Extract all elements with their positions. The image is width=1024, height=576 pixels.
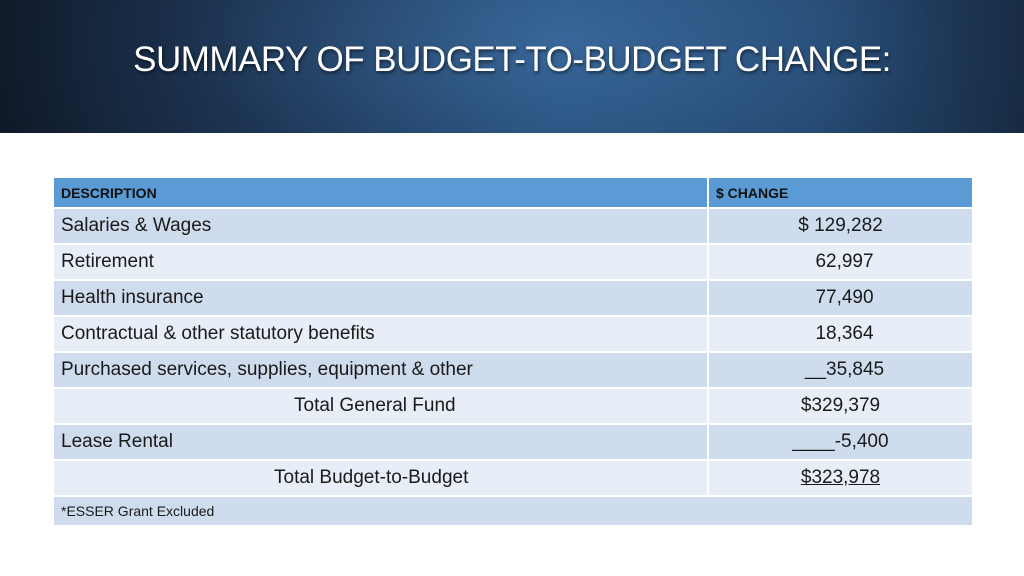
footnote: *ESSER Grant Excluded <box>54 496 972 527</box>
row-change: 62,997 <box>708 244 972 281</box>
table-header-row: DESCRIPTION $ CHANGE <box>54 178 972 209</box>
change-value: 77,490 <box>815 287 874 308</box>
change-value: $323,978 <box>800 467 881 488</box>
row-description: Retirement <box>54 244 709 281</box>
change-value: $ 129,282 <box>798 215 883 236</box>
row-description: Lease Rental <box>54 424 709 461</box>
table-row: Health insurance 77,490 <box>54 280 972 317</box>
header-change: $ CHANGE <box>708 178 972 209</box>
row-change: $329,379 <box>708 388 972 425</box>
table-footnote-row: *ESSER Grant Excluded <box>54 496 972 527</box>
change-value: ____-5,400 <box>792 431 889 452</box>
row-description: Total Budget-to-Budget <box>54 460 709 497</box>
row-description: Total General Fund <box>54 388 709 425</box>
header-description: DESCRIPTION <box>54 178 709 209</box>
slide-title: SUMMARY OF BUDGET-TO-BUDGET CHANGE: <box>133 40 891 79</box>
table-row: Lease Rental ____-5,400 <box>54 424 972 461</box>
table-row: Total Budget-to-Budget $323,978 <box>54 460 972 497</box>
row-description: Salaries & Wages <box>54 208 709 245</box>
row-change: ____-5,400 <box>708 424 972 461</box>
row-change: __35,845 <box>708 352 972 389</box>
change-value: $329,379 <box>800 395 881 416</box>
row-change: 77,490 <box>708 280 972 317</box>
table-row: Contractual & other statutory benefits 1… <box>54 316 972 353</box>
table-row: Total General Fund $329,379 <box>54 388 972 425</box>
table-row: Retirement 62,997 <box>54 244 972 281</box>
change-value: 62,997 <box>815 251 874 272</box>
row-description: Health insurance <box>54 280 709 317</box>
budget-change-table: DESCRIPTION $ CHANGE Salaries & Wages $ … <box>54 178 972 527</box>
row-change: $ 129,282 <box>708 208 972 245</box>
change-value: __35,845 <box>804 359 885 380</box>
row-change: $323,978 <box>708 460 972 497</box>
row-description: Contractual & other statutory benefits <box>54 316 709 353</box>
row-description: Purchased services, supplies, equipment … <box>54 352 709 389</box>
change-value: 18,364 <box>815 323 874 344</box>
row-change: 18,364 <box>708 316 972 353</box>
title-banner: SUMMARY OF BUDGET-TO-BUDGET CHANGE: <box>0 0 1024 133</box>
table-row: Salaries & Wages $ 129,282 <box>54 208 972 245</box>
table-row: Purchased services, supplies, equipment … <box>54 352 972 389</box>
